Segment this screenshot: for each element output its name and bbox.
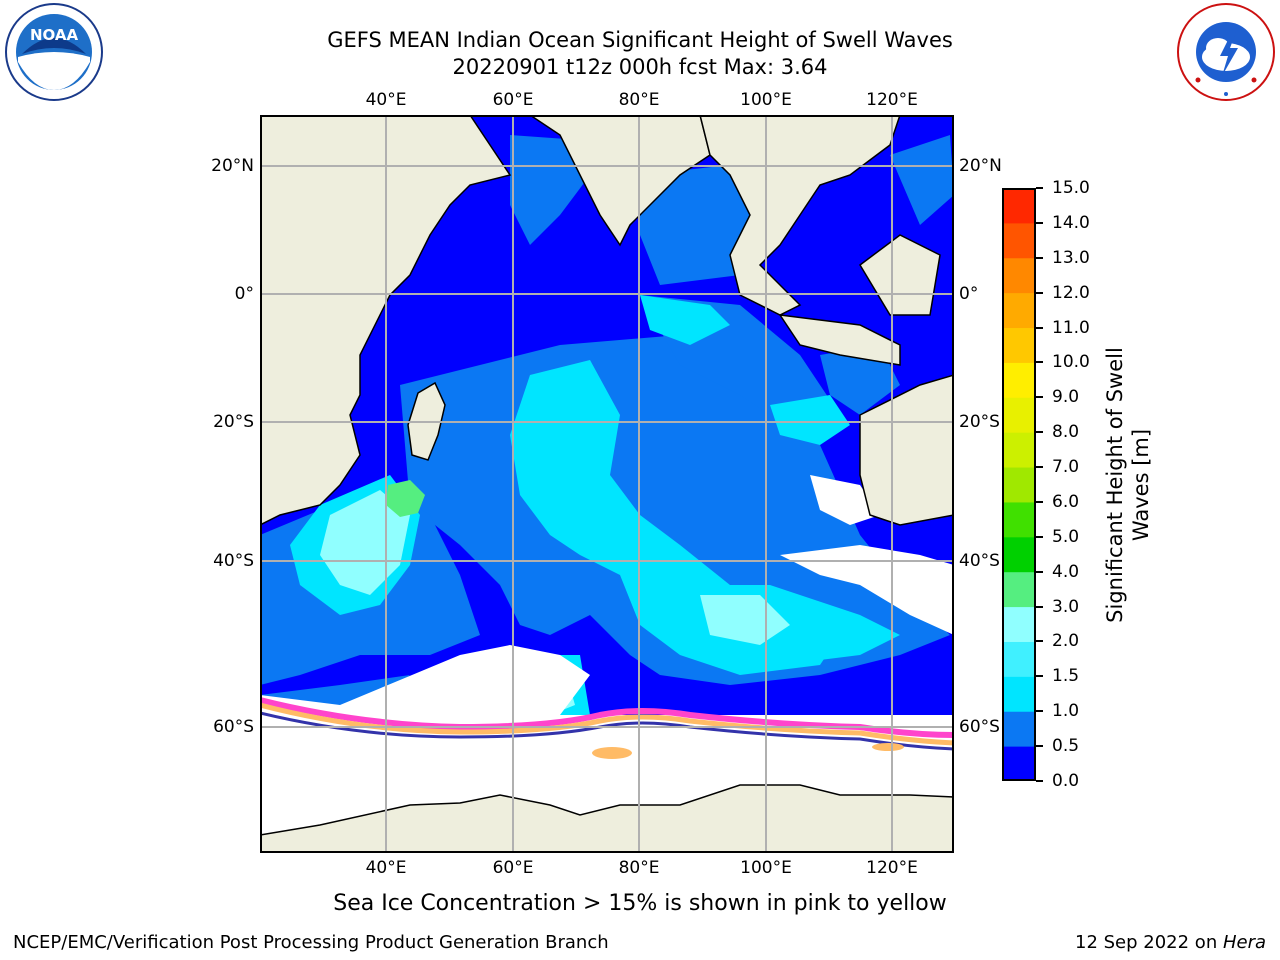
lon-label-bottom-60e: 60°E	[492, 858, 534, 878]
lon-label-bottom-100e: 100°E	[740, 858, 792, 878]
credit-text: NCEP/EMC/Verification Post Processing Pr…	[13, 932, 609, 953]
swell-field-3m	[386, 480, 425, 517]
colorbar-title: Significant Height of Swell Waves [m]	[1103, 347, 1153, 623]
colorbar-tick-label: 11.0	[1052, 317, 1090, 338]
colorbar-tick-mark	[1036, 745, 1043, 748]
colorbar-bin-3.0	[1002, 571, 1036, 608]
colorbar-tick-mark	[1036, 780, 1043, 782]
noaa-logo-text: NOAA	[30, 26, 79, 44]
lat-label-right-0: 0°	[959, 284, 979, 304]
colorbar-tick-label: 5.0	[1052, 526, 1080, 547]
colorbar-tick-mark	[1036, 187, 1043, 189]
colorbar-bin-10.0	[1002, 327, 1036, 363]
colorbar-tick-label: 1.5	[1052, 666, 1080, 687]
colorbar-bin-7.0	[1002, 432, 1036, 468]
colorbar-tick-label: 7.0	[1052, 457, 1080, 478]
colorbar-tick-mark	[1036, 396, 1043, 399]
noaa-logo: NOAA	[4, 2, 104, 102]
lat-label-right-20n: 20°N	[959, 156, 1002, 176]
swell-field-2m	[320, 490, 790, 715]
colorbar-bin-8.0	[1002, 397, 1036, 433]
colorbar-tick-mark	[1036, 675, 1043, 678]
lat-label-left-60s: 60°S	[213, 717, 254, 737]
lon-label-top-40e: 40°E	[365, 90, 407, 110]
graticule	[260, 115, 954, 853]
colorbar	[1002, 188, 1036, 781]
lon-label-bottom-40e: 40°E	[365, 858, 407, 878]
colorbar-tick-mark	[1036, 291, 1043, 294]
colorbar-tick-mark	[1036, 326, 1043, 329]
nws-logo	[1176, 2, 1276, 102]
colorbar-bin-6.0	[1002, 467, 1036, 503]
colorbar-tick-label: 2.0	[1052, 631, 1080, 652]
lat-label-left-40s: 40°S	[213, 551, 254, 571]
colorbar-bin-0.5	[1002, 711, 1036, 747]
colorbar-border	[1002, 188, 1036, 781]
colorbar-tick-mark	[1036, 570, 1043, 573]
colorbar-bin-5.0	[1002, 501, 1036, 538]
colorbar-tick-mark	[1036, 361, 1043, 364]
colorbar-tick-mark	[1036, 535, 1043, 538]
lon-label-top-60e: 60°E	[492, 90, 534, 110]
colorbar-tick-mark	[1036, 431, 1043, 434]
lat-label-right-40s: 40°S	[959, 551, 1000, 571]
lat-label-left-0: 0°	[234, 284, 254, 304]
colorbar-bin-13.0	[1002, 222, 1036, 259]
colorbar-bin-11.0	[1002, 292, 1036, 329]
machine-name: Hera	[1222, 932, 1266, 953]
colorbar-tick-mark	[1036, 466, 1043, 469]
lat-label-right-60s: 60°S	[959, 717, 1000, 737]
colorbar-tick-label: 0.0	[1052, 771, 1080, 791]
colorbar-bin-14.0	[1002, 188, 1036, 224]
lon-label-top-100e: 100°E	[740, 90, 792, 110]
colorbar-tick-label: 3.0	[1052, 596, 1080, 617]
colorbar-tick-mark	[1036, 710, 1043, 713]
lon-label-top-120e: 120°E	[866, 90, 918, 110]
colorbar-bin-12.0	[1002, 257, 1036, 294]
colorbar-tick-mark	[1036, 256, 1043, 259]
lat-label-right-20s: 20°S	[959, 412, 1000, 432]
colorbar-tick-mark	[1036, 500, 1043, 503]
colorbar-bin-1.5	[1002, 641, 1036, 677]
colorbar-tick-label: 0.5	[1052, 736, 1080, 757]
colorbar-tick-label: 12.0	[1052, 282, 1090, 303]
colorbar-tick-label: 1.0	[1052, 701, 1080, 722]
lat-label-left-20s: 20°S	[213, 412, 254, 432]
chart-title: GEFS MEAN Indian Ocean Significant Heigh…	[327, 28, 953, 52]
colorbar-tick-mark	[1036, 640, 1043, 643]
colorbar-tick-label: 10.0	[1052, 352, 1090, 373]
colorbar-tick-label: 8.0	[1052, 422, 1080, 443]
colorbar-tick-label: 4.0	[1052, 561, 1080, 582]
colorbar-tick-mark	[1036, 605, 1043, 608]
lat-label-left-20n: 20°N	[211, 156, 254, 176]
run-date: 12 Sep 2022 on Hera	[1075, 933, 1266, 953]
colorbar-bin-0.0	[1002, 746, 1036, 781]
colorbar-bin-2.0	[1002, 606, 1036, 642]
colorbar-bin-4.0	[1002, 536, 1036, 573]
map-panel	[260, 115, 954, 853]
run-date-text: 12 Sep 2022 on	[1075, 932, 1223, 953]
colorbar-tick-label: 13.0	[1052, 247, 1090, 268]
lon-label-top-80e: 80°E	[618, 90, 660, 110]
colorbar-bin-1.0	[1002, 676, 1036, 712]
map-border	[260, 115, 954, 853]
sea-ice-note: Sea Ice Concentration > 15% is shown in …	[333, 891, 947, 916]
colorbar-tick-mark	[1036, 221, 1043, 224]
colorbar-swatches	[1002, 188, 1036, 781]
colorbar-bin-9.0	[1002, 362, 1036, 398]
colorbar-tick-label: 6.0	[1052, 491, 1080, 512]
lon-label-bottom-80e: 80°E	[618, 858, 660, 878]
lon-label-bottom-120e: 120°E	[866, 858, 918, 878]
colorbar-tick-label: 15.0	[1052, 178, 1090, 198]
colorbar-tick-label: 14.0	[1052, 212, 1090, 233]
chart-subtitle: 20220901 t12z 000h fcst Max: 3.64	[452, 55, 828, 79]
colorbar-tick-label: 9.0	[1052, 387, 1080, 408]
